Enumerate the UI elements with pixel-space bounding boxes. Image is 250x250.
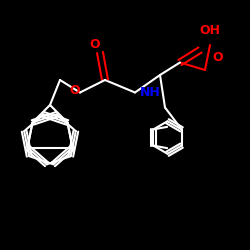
Text: OH: OH: [200, 24, 220, 36]
Text: NH: NH: [140, 86, 161, 99]
Text: O: O: [90, 38, 100, 52]
Text: O: O: [212, 51, 223, 64]
Text: O: O: [70, 84, 80, 96]
